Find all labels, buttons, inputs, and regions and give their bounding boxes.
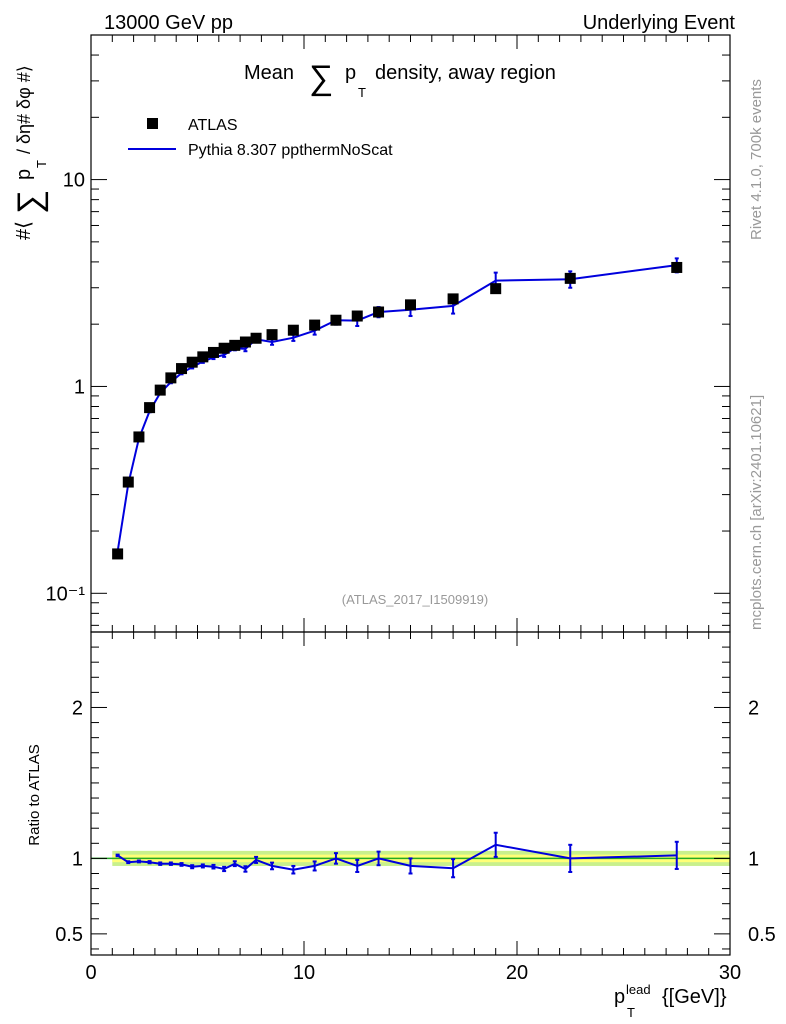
xlabel-unit: {[GeV]}: [662, 986, 727, 1008]
atlas-data-point: [144, 402, 156, 414]
header-left: 13000 GeV pp: [104, 12, 233, 34]
atlas-data-point: [330, 314, 342, 326]
main-y-tick-label: 10: [63, 170, 85, 192]
title-suffix: density, away region: [375, 62, 556, 84]
x-axis-label: p lead T {[GeV]}: [614, 982, 727, 1020]
atlas-data-point: [351, 310, 363, 322]
atlas-data-point: [266, 329, 278, 341]
atlas-data-point: [218, 342, 230, 354]
legend-atlas-marker: [147, 118, 158, 129]
ratio-panel: 0.5 0.5 1 1 2 2 0 10 20 30 Ratio to ATLAS p lead…: [26, 631, 776, 1020]
ratio-y-axis-label: Ratio to ATLAS: [26, 744, 43, 845]
mcplots-reference-label: mcplots.cern.ch [arXiv:2401.10621]: [748, 395, 765, 630]
x-tick-label: 30: [719, 962, 741, 984]
main-y-tick-labels: 10⁻¹ 1 10: [46, 170, 86, 606]
atlas-data-point: [309, 319, 321, 331]
ylabel-open: #⟨: [13, 221, 35, 240]
ratio-axis-ticks: [90, 632, 731, 955]
plot-title: Mean ∑ p T density, away region: [244, 59, 556, 100]
title-prefix: Mean: [244, 62, 294, 84]
mc-series-line: [116, 264, 677, 552]
x-tick-label: 10: [293, 962, 315, 984]
atlas-data-markers: [112, 261, 683, 560]
atlas-data-point: [250, 332, 262, 344]
ratio-mc-line: [117, 843, 677, 871]
xlabel-sup: lead: [626, 982, 651, 997]
ratio-y-tick-label: 1: [72, 848, 83, 870]
main-y-tick-label: 1: [74, 376, 85, 398]
ratio-plot-frame: [90, 631, 731, 956]
ylabel-sub: T: [34, 160, 49, 168]
mc-error-bars: [115, 257, 679, 555]
ratio-y-tick-labels: 0.5 0.5 1 1 2 2: [55, 697, 776, 945]
atlas-data-point: [133, 431, 145, 443]
atlas-data-point: [154, 384, 166, 396]
atlas-data-point: [229, 339, 241, 351]
atlas-data-point: [405, 299, 416, 311]
x-tick-label: 20: [506, 962, 528, 984]
xlabel-sub: T: [627, 1005, 635, 1020]
xlabel-p: p: [614, 986, 625, 1008]
ratio-y-tick-label: 0.5: [55, 924, 83, 946]
ylabel-p: p: [13, 169, 35, 180]
ratio-y-tick-label-right: 1: [748, 848, 759, 870]
atlas-data-point: [490, 283, 502, 295]
ratio-y-tick-label-right: 0.5: [748, 924, 776, 946]
atlas-data-point: [671, 261, 683, 273]
atlas-data-point: [112, 548, 124, 560]
atlas-data-point: [287, 324, 299, 336]
main-plot-frame: [90, 34, 731, 633]
atlas-data-point: [165, 372, 177, 384]
title-sub: T: [358, 85, 366, 100]
x-tick-label: 0: [85, 962, 96, 984]
ylabel-sum-symbol: ∑: [11, 190, 49, 214]
main-y-axis-label: #⟨ ∑ p T / δη# δφ #⟩: [11, 65, 49, 240]
main-y-tick-label: 10⁻¹: [46, 583, 86, 605]
title-p: p: [345, 62, 356, 84]
atlas-data-point: [122, 476, 134, 488]
title-sum-symbol: ∑: [309, 59, 333, 97]
legend: ATLAS Pythia 8.307 ppthermNoScat: [128, 117, 393, 159]
atlas-data-point: [186, 356, 198, 368]
atlas-data-point: [207, 346, 219, 358]
atlas-data-point: [197, 351, 209, 363]
atlas-data-point: [564, 272, 576, 284]
ratio-y-tick-label: 2: [72, 697, 83, 719]
legend-mc-label: Pythia 8.307 ppthermNoScat: [188, 142, 393, 159]
atlas-data-point: [239, 336, 251, 348]
header-right: Underlying Event: [583, 12, 736, 34]
ylabel-rest: / δη# δφ #⟩: [14, 65, 34, 154]
x-tick-labels: 0 10 20 30: [85, 962, 741, 984]
rivet-version-label: Rivet 4.1.0, 700k events: [748, 79, 765, 240]
main-axis-ticks: [90, 34, 731, 632]
ratio-y-tick-label-right: 2: [748, 697, 759, 719]
legend-atlas-label: ATLAS: [188, 117, 238, 134]
atlas-data-point: [373, 306, 385, 318]
analysis-watermark: (ATLAS_2017_I1509919): [342, 592, 488, 607]
atlas-data-point: [176, 363, 188, 375]
atlas-data-point: [447, 293, 459, 305]
